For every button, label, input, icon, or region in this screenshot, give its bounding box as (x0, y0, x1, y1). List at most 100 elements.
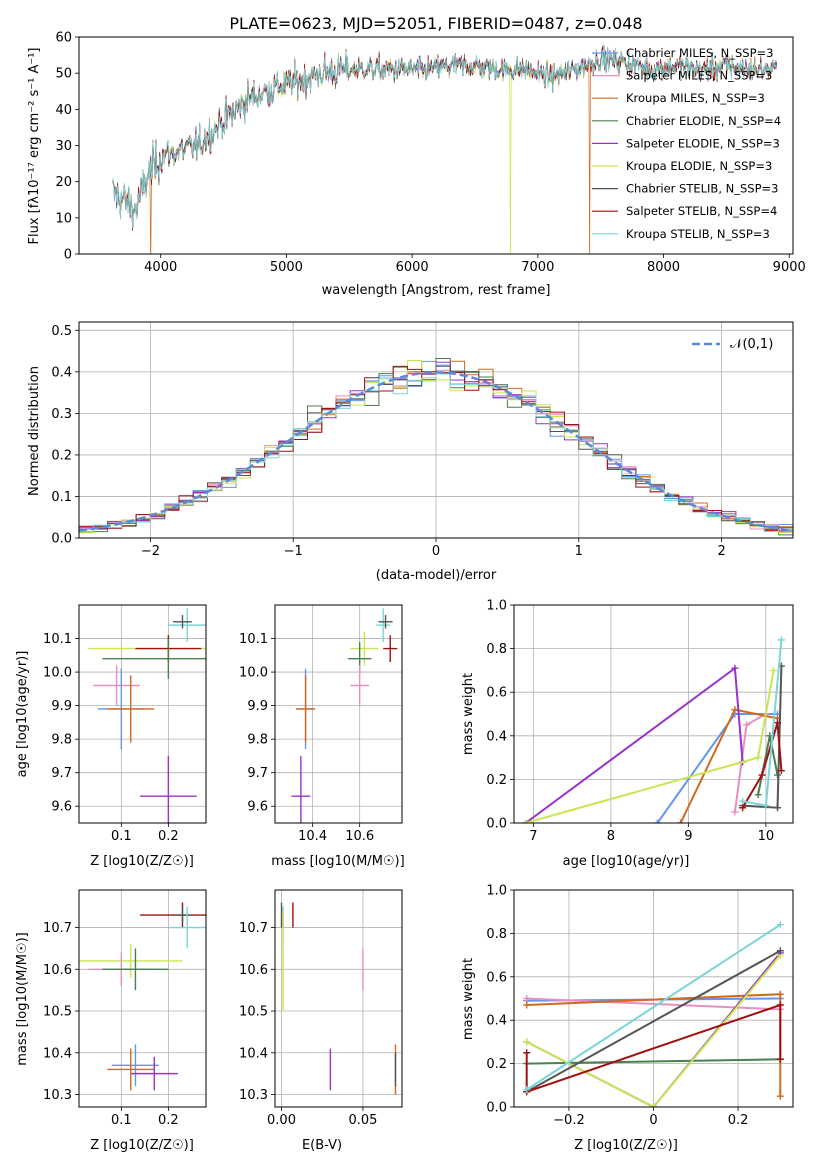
weight_vs_Z-ytick-label: 0.2 (486, 1057, 507, 1072)
mass_vs_Z-ytick-label: 10.7 (43, 921, 72, 936)
residuals-xtick-label: −1 (284, 544, 303, 559)
residuals-ytick-label: 0.0 (51, 532, 72, 547)
weight_vs_age-point-marker (739, 797, 747, 805)
spectrum-ytick-label: 10 (55, 211, 72, 226)
weight_vs_age-ytick-label: 0.4 (486, 729, 507, 744)
weight_vs_Z-point-marker (523, 1038, 531, 1046)
weight_vs_Z-xtick-label: −0.2 (553, 1113, 585, 1128)
age_vs_mass-axes: 10.4 10.6 9.6 9.7 9.8 9.9 10.0 10.1 (239, 605, 402, 844)
age_vs_Z-ytick-label: 9.9 (51, 699, 72, 714)
spectrum-title: PLATE=0623, MJD=52051, FIBERID=0487, z=0… (229, 14, 642, 33)
weight_vs_age-series-line (741, 722, 783, 809)
mass_vs_Z-frame (78, 889, 207, 1108)
age_vs_mass-plot (291, 608, 398, 823)
weight_vs_age-point-marker (762, 802, 770, 810)
age_vs_Z-axes: 0.1 0.2 9.6 9.7 9.8 9.9 10.0 10.1 (43, 605, 206, 844)
mass_vs_ebv-ytick-label: 10.5 (239, 1005, 268, 1020)
weight_vs_Z-axes: −0.2 0 0.2 0.0 0.2 0.4 0.6 0.8 1.0 (486, 884, 793, 1128)
weight_vs_age-point-marker (774, 719, 781, 727)
mass_vs_Z-axes: 0.1 0.2 10.3 10.4 10.5 10.6 10.7 (43, 890, 206, 1128)
spectrum-xtick-label: 7000 (521, 260, 554, 275)
residuals-xtick-label: 2 (717, 544, 725, 559)
age_vs_Z-ytick-label: 10.0 (43, 666, 72, 681)
age_vs_mass-frame (274, 604, 403, 824)
residuals-xlabel: (data-model)/error (376, 568, 497, 583)
age_vs_Z-frame (78, 604, 207, 824)
spectrum-legend-label: Kroupa MILES, N_SSP=3 (626, 91, 765, 105)
weight_vs_Z-series-line (526, 954, 782, 1107)
age_vs_mass-ytick-label: 9.7 (247, 766, 268, 781)
age_vs_Z-ytick-label: 10.1 (43, 632, 72, 647)
weight_vs_age-xtick-label: 10 (758, 829, 775, 844)
weight_vs_age-xtick-label: 8 (607, 829, 615, 844)
mass_vs_Z-ytick-label: 10.3 (43, 1088, 72, 1103)
age_vs_mass-ytick-label: 9.6 (247, 800, 268, 815)
spectrum-xtick-label: 5000 (270, 260, 303, 275)
weight_vs_Z-point-marker (776, 1092, 784, 1100)
weight_vs_age-point-marker (731, 808, 739, 816)
spectrum-ytick-label: 30 (55, 139, 72, 154)
age_vs_Z-ytick-label: 9.6 (51, 800, 72, 815)
age-vs-mass-xlabel: mass [log10(M/M☉)] (271, 854, 404, 869)
weight_vs_age-point-marker (754, 791, 762, 799)
weight_vs_Z-xtick-label: 0 (649, 1113, 657, 1128)
mass_vs_Z-xtick-label: 0.2 (158, 1113, 179, 1128)
spectrum-legend-label: Salpeter MILES, N_SSP=3 (626, 69, 772, 83)
mass_vs_ebv-ytick-label: 10.3 (239, 1088, 268, 1103)
weight_vs_Z-point-marker (776, 947, 784, 955)
mass_vs_Z-xtick-label: 0.1 (111, 1113, 132, 1128)
residuals-frame (78, 321, 794, 539)
age-vs-z-ylabel: age [log10(age/yr)] (15, 651, 30, 778)
weight_vs_age-ytick-label: 0.8 (486, 642, 507, 657)
weight-vs-z-ylabel: mass weight (461, 958, 476, 1040)
weight_vs_Z-series-line (525, 1003, 782, 1094)
spectrum-xlabel: wavelength [Angstrom, rest frame] (322, 283, 551, 298)
mass-vs-z-xlabel: Z [log10(Z/Z☉)] (90, 1138, 194, 1153)
spectrum-legend-label: Salpeter ELODIE, N_SSP=3 (626, 136, 780, 150)
residuals-xtick-label: 1 (575, 544, 583, 559)
spectrum-legend-label: Salpeter STELIB, N_SSP=4 (626, 204, 777, 218)
spectrum-ylabel: Flux [fλ10⁻¹⁷ erg cm⁻² s⁻¹ A⁻¹] (27, 48, 42, 245)
spectrum-frame (78, 36, 794, 255)
residuals-ytick-label: 0.2 (51, 448, 72, 463)
spectrum-legend-label: Chabrier MILES, N_SSP=3 (626, 46, 773, 60)
residuals-ylabel: Normed distribution (27, 366, 42, 496)
spectrum-legend-label: Chabrier ELODIE, N_SSP=4 (626, 114, 781, 128)
weight_vs_Z-ytick-label: 1.0 (486, 884, 507, 899)
weight_vs_Z-series-line (526, 997, 781, 1011)
spectrum-plot (112, 44, 778, 254)
residuals-ytick-label: 0.4 (51, 365, 72, 380)
weight-vs-age-xlabel: age [log10(age/yr)] (563, 854, 690, 869)
mass-vs-z-ylabel: mass [log10(M/M☉)] (15, 932, 30, 1065)
mass_vs_Z-ytick-label: 10.5 (43, 1005, 72, 1020)
weight_vs_Z-ytick-label: 0.0 (486, 1101, 507, 1116)
mass_vs_Z-ytick-label: 10.6 (43, 963, 72, 978)
age_vs_mass-ytick-label: 9.9 (247, 699, 268, 714)
spectrum-ytick-label: 0 (64, 248, 72, 263)
spectrum-legend-label: Kroupa ELODIE, N_SSP=3 (626, 159, 772, 173)
weight_vs_age-point-marker (677, 819, 685, 823)
spectrum-legend: Chabrier MILES, N_SSP=3 Salpeter MILES, N… (592, 46, 781, 241)
weight_vs_Z-point-marker (523, 1086, 531, 1094)
mass_vs_ebv-ytick-label: 10.7 (239, 921, 268, 936)
spectrum-xtick-label: 4000 (144, 260, 177, 275)
weight_vs_age-point-marker (731, 664, 739, 672)
mass_vs_ebv-ytick-label: 10.6 (239, 963, 268, 978)
weight_vs_age-ytick-label: 0.2 (486, 773, 507, 788)
age_vs_mass-ytick-label: 10.0 (239, 666, 268, 681)
spectrum-legend-label: Chabrier STELIB, N_SSP=3 (626, 182, 778, 196)
weight_vs_age-point-marker (739, 804, 747, 812)
spectrum-legend-label: Kroupa STELIB, N_SSP=3 (626, 227, 770, 241)
weight-vs-z-xlabel: Z [log10(Z/Z☉)] (574, 1138, 678, 1153)
age_vs_Z-ytick-label: 9.8 (51, 733, 72, 748)
mass-vs-ebv-xlabel: E(B-V) (302, 1138, 342, 1153)
mass_vs_Z-plot (79, 902, 206, 1091)
weight_vs_Z-ytick-label: 0.8 (486, 927, 507, 942)
weight_vs_Z-point-marker (776, 990, 784, 998)
weight-vs-age-ylabel: mass weight (461, 673, 476, 755)
residuals-ytick-label: 0.1 (51, 490, 72, 505)
weight_vs_Z-point-marker (776, 1001, 784, 1009)
age_vs_mass-xtick-label: 10.4 (298, 829, 327, 844)
weight_vs_Z-plot (523, 921, 784, 1107)
